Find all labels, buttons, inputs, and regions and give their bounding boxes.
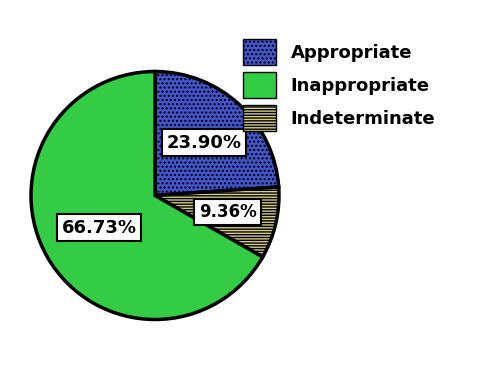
Legend: Appropriate, Inappropriate, Indeterminate: Appropriate, Inappropriate, Indeterminat… <box>238 34 440 136</box>
Wedge shape <box>155 187 279 257</box>
Text: 9.36%: 9.36% <box>198 203 256 221</box>
Text: 23.90%: 23.90% <box>166 134 242 152</box>
Wedge shape <box>31 72 262 319</box>
Wedge shape <box>155 72 278 196</box>
Text: 66.73%: 66.73% <box>62 219 136 237</box>
